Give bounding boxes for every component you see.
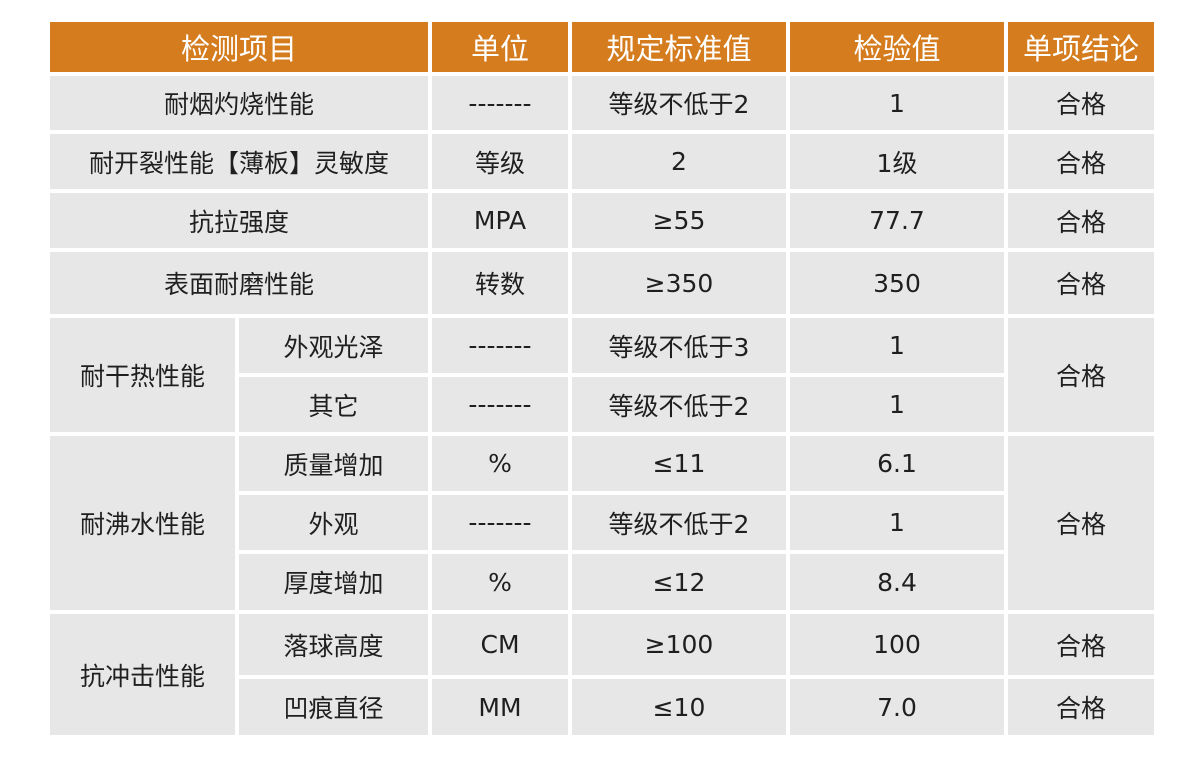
standard-cell: 等级不低于2 [572, 377, 786, 432]
value-cell: 6.1 [790, 436, 1004, 491]
value-cell: 8.4 [790, 554, 1004, 610]
unit-cell: CM [432, 614, 568, 675]
result-cell: 合格 [1008, 193, 1154, 248]
value-cell: 1 [790, 76, 1004, 130]
unit-cell: ------- [432, 76, 568, 130]
value-cell: 1 [790, 377, 1004, 432]
result-cell: 合格 [1008, 252, 1154, 314]
header-value: 检验值 [790, 22, 1004, 72]
item-cell: 抗拉强度 [50, 193, 428, 248]
unit-cell: % [432, 436, 568, 491]
standard-cell: 2 [572, 134, 786, 189]
item-cell: 表面耐磨性能 [50, 252, 428, 314]
sub-item-cell: 落球高度 [239, 614, 428, 675]
result-cell: 合格 [1008, 614, 1154, 675]
standard-cell: ≤11 [572, 436, 786, 491]
unit-cell: MPA [432, 193, 568, 248]
sub-item-cell: 外观 [239, 495, 428, 550]
standard-cell: ≤10 [572, 679, 786, 735]
sub-item-cell: 其它 [239, 377, 428, 432]
unit-cell: 转数 [432, 252, 568, 314]
group-label-cell: 耐干热性能 [50, 318, 235, 432]
standard-cell: 等级不低于3 [572, 318, 786, 373]
sub-item-cell: 凹痕直径 [239, 679, 428, 735]
header-result: 单项结论 [1008, 22, 1154, 72]
unit-cell: % [432, 554, 568, 610]
unit-cell: MM [432, 679, 568, 735]
value-cell: 350 [790, 252, 1004, 314]
group-label-cell: 耐沸水性能 [50, 436, 235, 610]
standard-cell: ≥55 [572, 193, 786, 248]
sub-item-cell: 厚度增加 [239, 554, 428, 610]
value-cell: 1 [790, 495, 1004, 550]
result-cell: 合格 [1008, 76, 1154, 130]
item-cell: 耐烟灼烧性能 [50, 76, 428, 130]
standard-cell: ≥100 [572, 614, 786, 675]
value-cell: 7.0 [790, 679, 1004, 735]
unit-cell: ------- [432, 377, 568, 432]
unit-cell: ------- [432, 495, 568, 550]
sub-item-cell: 外观光泽 [239, 318, 428, 373]
value-cell: 77.7 [790, 193, 1004, 248]
header-item: 检测项目 [50, 22, 428, 72]
group-label-cell: 抗冲击性能 [50, 614, 235, 735]
value-cell: 100 [790, 614, 1004, 675]
result-cell: 合格 [1008, 134, 1154, 189]
standard-cell: 等级不低于2 [572, 495, 786, 550]
sub-item-cell: 质量增加 [239, 436, 428, 491]
item-cell: 耐开裂性能【薄板】灵敏度 [50, 134, 428, 189]
unit-cell: ------- [432, 318, 568, 373]
value-cell: 1 [790, 318, 1004, 373]
header-standard: 规定标准值 [572, 22, 786, 72]
result-cell: 合格 [1008, 318, 1154, 432]
result-cell: 合格 [1008, 436, 1154, 610]
standard-cell: 等级不低于2 [572, 76, 786, 130]
result-cell: 合格 [1008, 679, 1154, 735]
header-unit: 单位 [432, 22, 568, 72]
unit-cell: 等级 [432, 134, 568, 189]
standard-cell: ≤12 [572, 554, 786, 610]
value-cell: 1级 [790, 134, 1004, 189]
standard-cell: ≥350 [572, 252, 786, 314]
